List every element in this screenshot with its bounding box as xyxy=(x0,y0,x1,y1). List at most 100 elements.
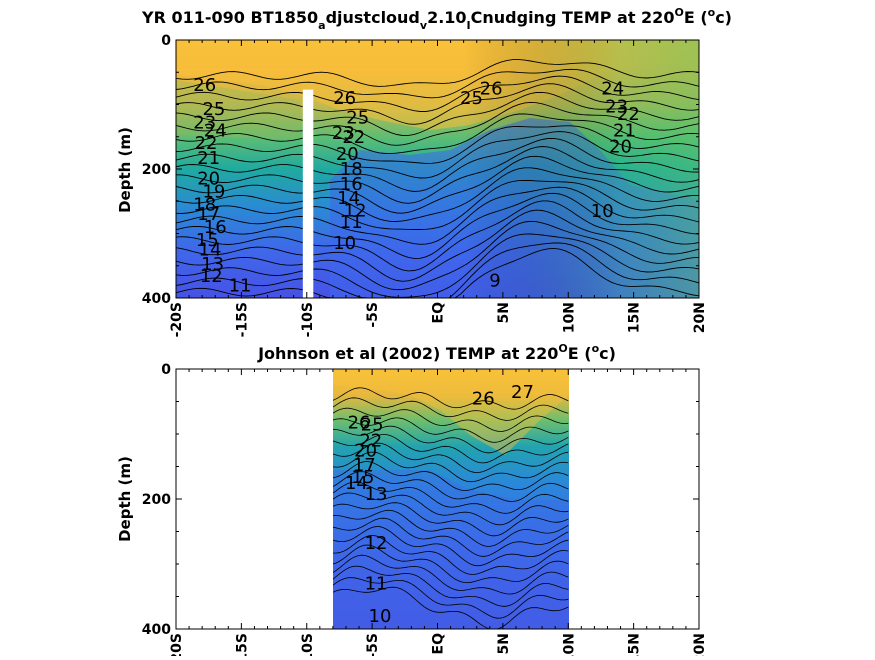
contour-line xyxy=(333,417,569,443)
contour-label: 25 xyxy=(361,414,384,435)
y-tick-label: 200 xyxy=(142,492,171,508)
panel-2-ticks: -20S -15S -10S -5S EQ 5N 10N 15N 20N 0 200 400 xyxy=(142,362,708,660)
contour-label: 25 xyxy=(460,88,483,109)
contour-label: 20 xyxy=(354,440,377,461)
x-tick-label: 20N xyxy=(692,633,708,656)
x-tick-label: -5S xyxy=(365,302,381,328)
contour-line xyxy=(333,534,569,575)
contour-label: 24 xyxy=(204,120,227,141)
contour-label: 20 xyxy=(197,169,220,190)
panel-1-field xyxy=(176,40,699,298)
contour-label: 23 xyxy=(332,123,355,144)
contour-line xyxy=(333,517,569,557)
contour-label: 14 xyxy=(199,240,222,261)
contour-line xyxy=(176,247,699,298)
x-tick-label: -10S xyxy=(300,302,316,337)
contour-label: 10 xyxy=(591,201,614,222)
contour-label: 25 xyxy=(202,99,225,120)
y-tick-label: 400 xyxy=(142,291,171,307)
contour-label: 15 xyxy=(196,230,219,251)
contour-line xyxy=(176,131,699,179)
contour-line xyxy=(333,451,569,483)
contour-line xyxy=(333,565,569,607)
contour-line xyxy=(176,179,699,230)
panel-2-field xyxy=(333,369,569,629)
contour-line xyxy=(176,91,699,136)
contour-line xyxy=(333,471,569,502)
contour-label: 11 xyxy=(340,212,363,233)
contour-label: 23 xyxy=(605,96,628,117)
y-tick-label: 400 xyxy=(142,622,171,638)
panel-2-title: Johnson et al (2002) TEMP at 220OE (oc) xyxy=(257,342,616,363)
contour-line xyxy=(333,502,569,537)
contour-label: 11 xyxy=(229,276,252,297)
contour-label: 12 xyxy=(200,266,223,287)
contour-line xyxy=(333,526,569,567)
panel-2-y-axis-label: Depth (m) xyxy=(116,456,134,542)
contour-label: 13 xyxy=(365,484,388,505)
contour-line xyxy=(176,125,699,164)
contour-line xyxy=(333,397,569,421)
contour-line xyxy=(176,146,699,204)
contour-label: 19 xyxy=(202,182,225,203)
contour-line xyxy=(176,59,699,87)
contour-line xyxy=(176,83,699,125)
x-tick-label: 5N xyxy=(496,302,512,323)
contour-label: 24 xyxy=(601,78,624,99)
contour-label: 15 xyxy=(352,467,375,488)
x-tick-label: 10N xyxy=(561,633,577,656)
contour-label: 10 xyxy=(369,606,392,627)
contour-label: 26 xyxy=(472,388,495,409)
contour-line xyxy=(333,586,569,629)
y-tick-label: 0 xyxy=(161,33,171,49)
contour-label: 18 xyxy=(340,159,363,180)
contour-label: 21 xyxy=(613,120,636,141)
contour-label: 26 xyxy=(480,78,503,99)
contour-line xyxy=(333,434,569,464)
x-tick-label: 10N xyxy=(561,302,577,333)
contour-label: 22 xyxy=(617,104,640,125)
panel-1-y-axis-label: Depth (m) xyxy=(116,127,134,213)
contour-line xyxy=(176,192,699,259)
contour-label: 14 xyxy=(337,188,360,209)
y-tick-label: 200 xyxy=(142,162,171,178)
x-tick-label: -15S xyxy=(234,302,250,337)
contour-line xyxy=(176,200,699,272)
contour-label: 26 xyxy=(348,412,371,433)
contour-line xyxy=(176,75,699,112)
contour-label: 20 xyxy=(336,144,359,165)
contour-label: 16 xyxy=(340,174,363,195)
contour-label: 26 xyxy=(333,88,356,109)
x-tick-label: 15N xyxy=(627,302,643,333)
contour-line xyxy=(333,481,569,514)
contour-label: 20 xyxy=(609,136,632,157)
x-tick-label: EQ xyxy=(431,302,447,324)
contour-line xyxy=(333,577,569,619)
contour-label: 18 xyxy=(193,194,216,215)
contour-label: 22 xyxy=(342,127,365,148)
contour-line xyxy=(176,155,699,214)
panel-2-warm-layer xyxy=(333,369,569,455)
contour-label: 27 xyxy=(511,382,534,403)
x-tick-label: 15N xyxy=(627,633,643,656)
contour-line xyxy=(333,554,569,595)
x-tick-label: -20S xyxy=(169,633,185,656)
contour-label: 11 xyxy=(365,574,388,595)
contour-line xyxy=(176,68,699,99)
y-tick-label: 0 xyxy=(161,362,171,378)
panel-1-contours xyxy=(176,59,699,298)
contour-line xyxy=(176,242,699,298)
x-tick-label: 20N xyxy=(692,302,708,333)
panel-2-contours xyxy=(333,387,569,629)
panel-1-title: YR 011-090 BT1850adjustcloudv2.10ICnudgi… xyxy=(141,6,732,32)
contour-line xyxy=(176,137,699,192)
contour-label: 22 xyxy=(359,431,382,452)
contour-line xyxy=(333,544,569,583)
x-tick-label: -10S xyxy=(300,633,316,656)
contour-line xyxy=(333,492,569,526)
x-tick-label: -15S xyxy=(234,633,250,656)
